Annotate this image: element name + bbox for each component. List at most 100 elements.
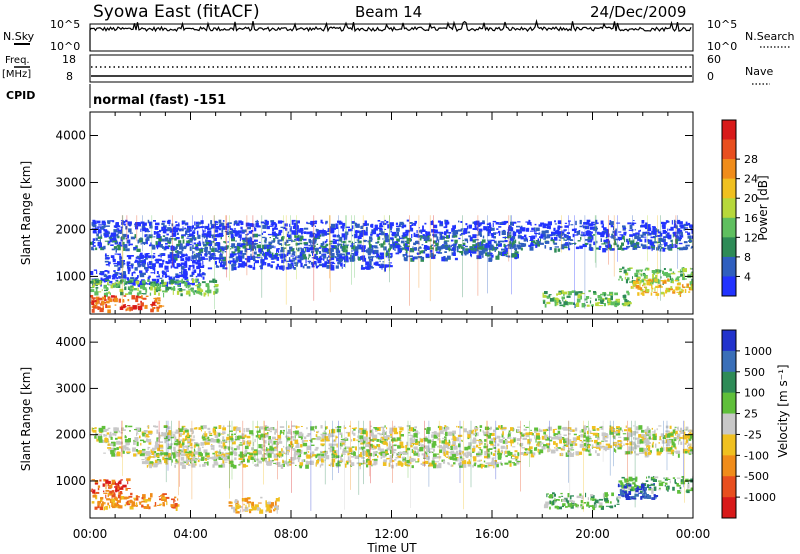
nsearch-label: N.Search	[745, 30, 795, 43]
heatmap-cell	[249, 240, 252, 245]
heatmap-cell	[266, 451, 269, 456]
heatmap-cell	[191, 225, 194, 230]
heatmap-cell	[662, 227, 666, 230]
heatmap-cell	[207, 461, 209, 466]
heatmap-cell	[535, 227, 540, 232]
heatmap-cell	[173, 256, 178, 261]
heatmap-cell	[558, 239, 561, 241]
heatmap-cell	[131, 295, 136, 300]
heatmap-cell	[449, 456, 454, 460]
heatmap-cell	[554, 248, 557, 253]
heatmap-cell	[443, 226, 448, 229]
heatmap-cell	[158, 258, 162, 262]
heatmap-cell	[389, 441, 391, 445]
heatmap-cell	[529, 246, 534, 251]
heatmap-cell	[581, 303, 586, 308]
heatmap-cell	[311, 263, 315, 268]
heatmap-cell	[579, 245, 583, 249]
heatmap-cell	[186, 447, 189, 451]
heatmap-cell	[250, 247, 252, 252]
heatmap-cell	[313, 245, 316, 247]
heatmap-cell	[193, 456, 197, 458]
heatmap-cell	[247, 227, 251, 230]
power-heatmap	[90, 215, 693, 314]
heatmap-cell	[280, 247, 284, 251]
heatmap-cell	[614, 238, 619, 241]
heatmap-cell	[221, 264, 225, 267]
heatmap-cell	[572, 243, 577, 244]
heatmap-cell	[413, 443, 414, 446]
heatmap-cell	[131, 264, 134, 269]
heatmap-cell	[658, 284, 662, 288]
heatmap-cell	[684, 451, 688, 454]
heatmap-cell	[165, 286, 169, 291]
heatmap-cell	[468, 442, 472, 447]
heatmap-cell	[634, 229, 636, 231]
heatmap-cell	[652, 248, 655, 250]
heatmap-cell	[120, 291, 124, 296]
heatmap-cell	[494, 247, 496, 252]
heatmap-cell	[689, 451, 693, 454]
heatmap-cell	[290, 255, 295, 257]
heatmap-cell	[274, 458, 279, 461]
heatmap-cell	[498, 250, 500, 255]
heatmap-cell	[542, 292, 544, 297]
heatmap-cell	[238, 252, 240, 257]
heatmap-cell	[560, 237, 565, 239]
heatmap-cell	[670, 278, 674, 284]
heatmap-cell	[208, 250, 211, 254]
heatmap-cell	[341, 256, 346, 260]
heatmap-cell	[191, 234, 195, 239]
heatmap-cell	[183, 460, 186, 463]
heatmap-cell	[603, 242, 606, 244]
heatmap-cell	[486, 223, 491, 225]
heatmap-cell	[498, 230, 501, 234]
heatmap-cell	[316, 256, 318, 261]
heatmap-cell	[122, 233, 127, 238]
heatmap-cell	[205, 248, 208, 253]
heatmap-cell	[165, 242, 168, 245]
heatmap-cell	[448, 234, 450, 238]
heatmap-cell	[320, 463, 324, 466]
heatmap-cell	[180, 293, 183, 297]
heatmap-cell	[492, 444, 496, 447]
heatmap-cell	[598, 298, 602, 301]
freq-tick-bottom: 8	[66, 70, 73, 83]
heatmap-cell	[117, 442, 121, 445]
heatmap-cell	[502, 440, 507, 444]
heatmap-cell	[683, 226, 686, 231]
heatmap-cell	[273, 254, 278, 259]
heatmap-cell	[238, 234, 242, 238]
heatmap-cell	[611, 234, 616, 239]
heatmap-cell	[599, 445, 603, 449]
heatmap-cell	[477, 222, 481, 227]
heatmap-cell	[228, 235, 230, 238]
heatmap-cell	[111, 239, 114, 243]
heatmap-cell	[103, 284, 107, 289]
heatmap-cell	[436, 247, 441, 249]
heatmap-cell	[434, 461, 440, 463]
heatmap-cell	[270, 264, 273, 267]
heatmap-cell	[182, 228, 184, 232]
heatmap-cell	[185, 280, 189, 282]
heatmap-cell	[623, 233, 626, 236]
heatmap-cell	[299, 462, 304, 466]
heatmap-cell	[520, 236, 524, 240]
heatmap-cell	[209, 246, 211, 251]
heatmap-cell	[298, 234, 300, 239]
heatmap-cell	[619, 234, 623, 236]
heatmap-cell	[564, 239, 568, 241]
heatmap-cell	[240, 460, 244, 463]
heatmap-cell	[146, 465, 149, 468]
heatmap-cell	[472, 445, 476, 448]
heatmap-cell	[362, 439, 366, 444]
heatmap-cell	[568, 242, 571, 245]
heatmap-cell	[390, 231, 393, 233]
heatmap-cell	[244, 248, 248, 253]
heatmap-cell	[230, 248, 232, 250]
heatmap-cell	[250, 456, 254, 460]
heatmap-cell	[466, 239, 469, 244]
heatmap-cell	[398, 225, 403, 227]
heatmap-cell	[383, 459, 387, 463]
heatmap-cell	[491, 234, 495, 238]
